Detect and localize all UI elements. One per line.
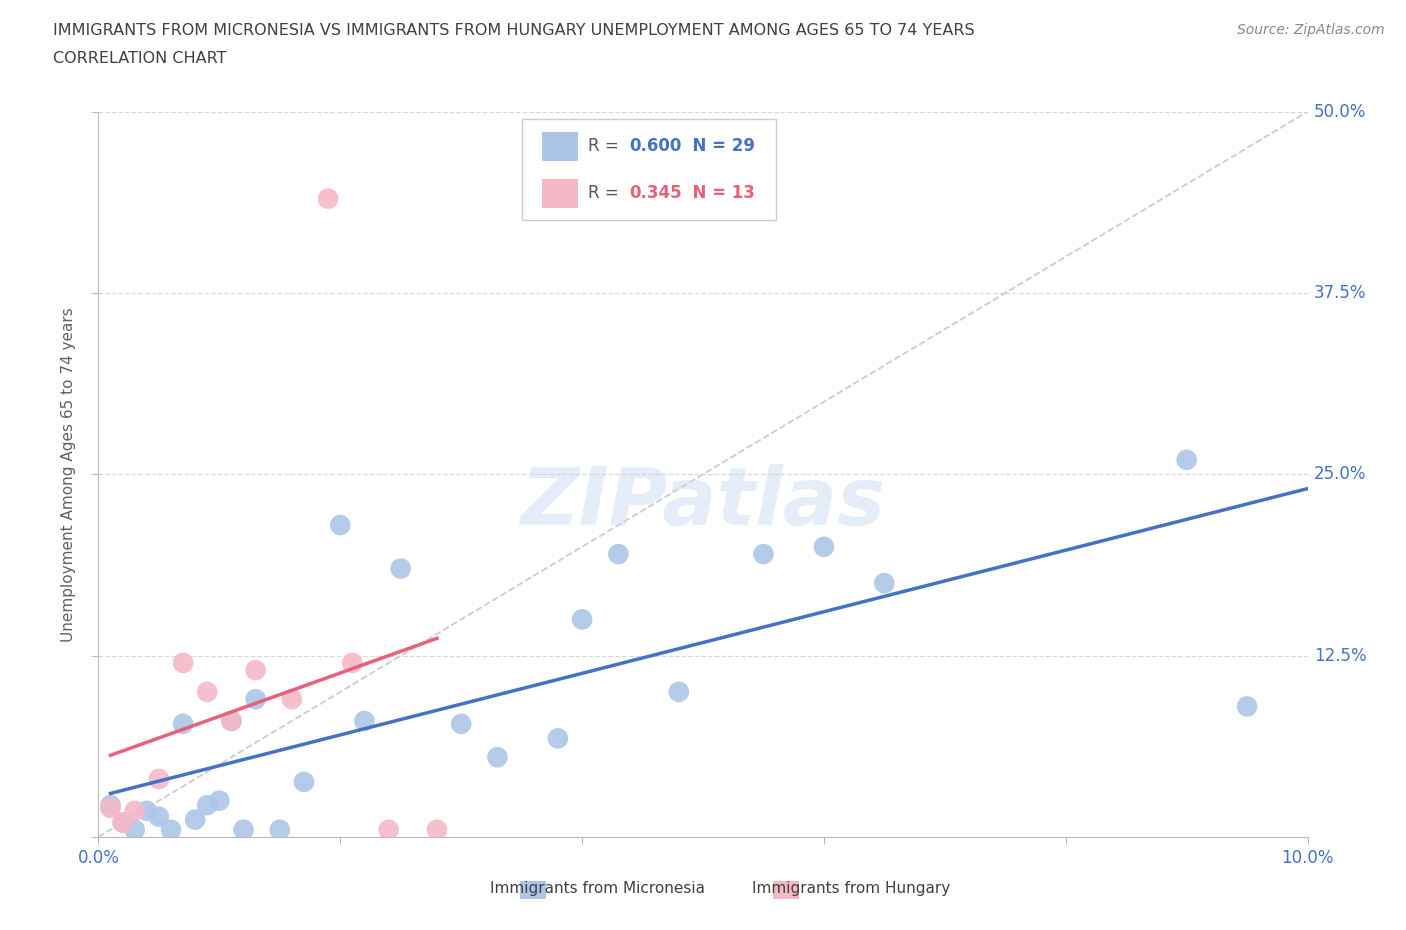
Point xyxy=(269,822,291,837)
Text: N = 29: N = 29 xyxy=(682,137,755,155)
Text: 25.0%: 25.0% xyxy=(1313,465,1367,484)
Point xyxy=(486,750,509,764)
Text: N = 13: N = 13 xyxy=(682,184,755,202)
Text: 0.345: 0.345 xyxy=(630,184,682,202)
Point xyxy=(752,547,775,562)
Point xyxy=(607,547,630,562)
Point xyxy=(124,804,146,818)
Point xyxy=(342,656,364,671)
Point xyxy=(450,716,472,731)
Point xyxy=(281,692,304,707)
Point xyxy=(1175,452,1198,467)
Point xyxy=(100,798,122,813)
Text: IMMIGRANTS FROM MICRONESIA VS IMMIGRANTS FROM HUNGARY UNEMPLOYMENT AMONG AGES 65: IMMIGRANTS FROM MICRONESIA VS IMMIGRANTS… xyxy=(53,23,974,38)
FancyBboxPatch shape xyxy=(543,131,578,161)
Text: 12.5%: 12.5% xyxy=(1313,646,1367,665)
Point xyxy=(316,192,339,206)
Text: 0.600: 0.600 xyxy=(630,137,682,155)
Point xyxy=(389,561,412,576)
Point xyxy=(813,539,835,554)
Point xyxy=(426,822,449,837)
Text: 37.5%: 37.5% xyxy=(1313,284,1367,302)
Y-axis label: Unemployment Among Ages 65 to 74 years: Unemployment Among Ages 65 to 74 years xyxy=(60,307,76,642)
Text: R =: R = xyxy=(588,137,624,155)
Point xyxy=(172,656,194,671)
Point xyxy=(245,692,267,707)
Point xyxy=(172,716,194,731)
Point xyxy=(111,815,134,830)
Point xyxy=(195,798,218,813)
Point xyxy=(377,822,399,837)
Point xyxy=(148,772,170,787)
Point xyxy=(148,809,170,824)
Point xyxy=(329,518,352,533)
Point xyxy=(221,713,243,728)
Point xyxy=(221,713,243,728)
Point xyxy=(111,815,134,830)
Text: CORRELATION CHART: CORRELATION CHART xyxy=(53,51,226,66)
Point xyxy=(245,663,267,678)
Point xyxy=(160,822,183,837)
Text: ZIPatlas: ZIPatlas xyxy=(520,464,886,542)
Point xyxy=(135,804,157,818)
Point xyxy=(571,612,593,627)
Point xyxy=(1236,699,1258,714)
Point xyxy=(184,812,207,827)
Point xyxy=(353,713,375,728)
Point xyxy=(232,822,254,837)
FancyBboxPatch shape xyxy=(543,179,578,207)
Text: Immigrants from Hungary: Immigrants from Hungary xyxy=(751,881,950,896)
Text: Immigrants from Micronesia: Immigrants from Micronesia xyxy=(491,881,704,896)
Point xyxy=(208,793,231,808)
Point xyxy=(124,822,146,837)
Text: 50.0%: 50.0% xyxy=(1313,102,1367,121)
Point xyxy=(292,775,315,790)
Point xyxy=(195,684,218,699)
Text: Source: ZipAtlas.com: Source: ZipAtlas.com xyxy=(1237,23,1385,37)
Point xyxy=(547,731,569,746)
Point xyxy=(668,684,690,699)
Point xyxy=(100,801,122,816)
Point xyxy=(873,576,896,591)
Text: R =: R = xyxy=(588,184,624,202)
FancyBboxPatch shape xyxy=(522,119,776,220)
